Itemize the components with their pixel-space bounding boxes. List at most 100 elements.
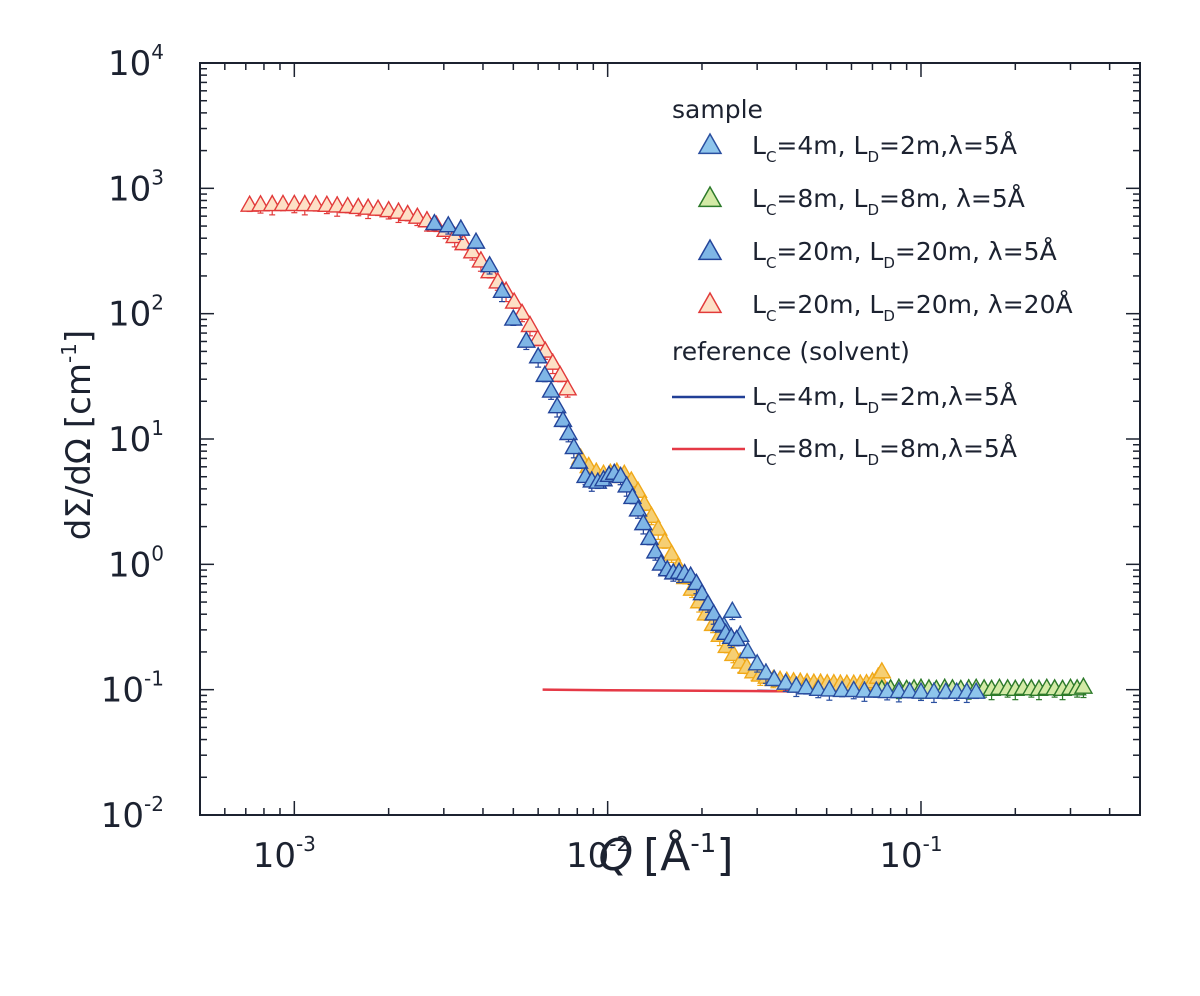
data-point [543,352,563,370]
y-axis-unit-open: [cm [59,363,99,428]
y-axis-label: dΣ/dΩ [cm-1] [57,330,99,540]
data-point [854,680,875,698]
data-point [528,346,548,364]
x-tick-label: 10-2 [566,832,629,876]
legend-label: LC=8m, LD=8m, λ=5Å [752,184,1025,219]
data-point [704,603,724,621]
series-markers [424,213,747,649]
y-tick-label: 100 [108,541,164,585]
data-point [819,679,840,697]
y-tick-label: 10-2 [101,792,164,836]
data-point [899,681,920,699]
data-point [661,543,682,561]
data-point [832,680,852,698]
data-point [453,233,474,251]
data-point [569,451,589,469]
plot-frame [199,62,1141,816]
y-axis-quantity: dΣ/dΩ [59,438,99,540]
x-axis-symbol: Q [598,830,633,881]
data-point [796,677,816,695]
data-point [747,653,767,671]
data-point [558,423,579,441]
data-point [492,280,512,298]
data-point [305,194,326,212]
data-point [368,198,388,216]
legend-header-sample: sample [672,95,763,124]
y-tick-label: 10-1 [101,667,164,711]
data-point [438,215,458,233]
data-point [622,487,643,505]
y-axis-unit-exp: -1 [57,343,81,363]
data-point [616,475,637,493]
tick-labels: 10-3 10-2 10-1 10-2 10-1 100 101 102 103 104 [101,40,943,876]
data-point [639,528,660,546]
data-point [648,518,668,536]
data-point [424,213,445,231]
legend-label: LC=4m, LD=2m,λ=5Å [752,382,1017,417]
x-axis-unit-open: [Å [643,828,690,881]
y-tick-label: 103 [108,165,164,209]
x-tick-label: 10-3 [253,832,316,876]
data-point [550,364,570,383]
data-point [527,328,548,347]
legend-marker [697,238,723,261]
x-axis-label: Q [Å-1] [598,828,733,881]
legend-label: LC=20m, LD=20m, λ=5Å [752,237,1057,272]
x-axis-unit-close: ] [716,830,733,881]
data-point [966,681,986,699]
data-point [628,499,648,517]
data-point [503,308,524,326]
data-point [654,531,675,549]
data-point [553,409,573,428]
data-point [633,513,654,531]
y-tick-label: 104 [108,40,164,84]
data-point [541,380,561,398]
legend-header-reference: reference (solvent) [672,337,910,366]
legend-marker [697,291,723,314]
data-point [877,681,897,699]
legend-label: LC=20m, LD=20m, λ=20Å [752,290,1073,325]
legend: sample LC=4m, LD=2m,λ=5Å LC=8m, LD=8m, λ=5… [672,95,1073,469]
data-point [557,378,578,396]
data-point [547,396,567,414]
data-point [451,218,471,236]
data-point [692,583,712,601]
data-point [738,641,758,659]
data-point [924,681,944,699]
axis-titles: Q [Å-1] dΣ/dΩ[cm-1] [57,330,734,881]
legend-label: LC=8m, LD=8m,λ=5Å [752,434,1017,469]
y-tick-label: 101 [108,416,164,460]
data-point [466,231,486,249]
data-point [722,600,743,618]
data-point [911,681,931,699]
series-markers [714,600,986,704]
data-point [504,291,524,309]
data-point [1073,676,1094,694]
data-point [564,437,584,455]
data-point [872,661,892,679]
data-point [516,330,537,348]
data-point [512,302,532,321]
data-point [520,315,540,333]
data-point [610,466,631,484]
data-point [645,541,666,559]
data-point [535,364,555,383]
data-point [462,241,483,259]
y-tick-label: 102 [108,291,164,335]
data-point [775,672,796,690]
data-point [641,505,662,524]
legend-marker [697,132,723,155]
data-point [756,662,776,680]
x-tick-label: 10-1 [879,832,942,876]
data-points [239,194,1094,704]
data-point [407,206,428,224]
y-axis-unit-close: ] [59,330,99,343]
x-axis-unit-exp: -1 [690,829,716,859]
data-point [250,194,271,212]
data-point [764,669,784,687]
legend-marker [697,185,723,208]
data-point [479,255,500,273]
data-point [726,629,747,647]
legend-label: LC=4m, LD=2m,λ=5Å [752,131,1017,166]
